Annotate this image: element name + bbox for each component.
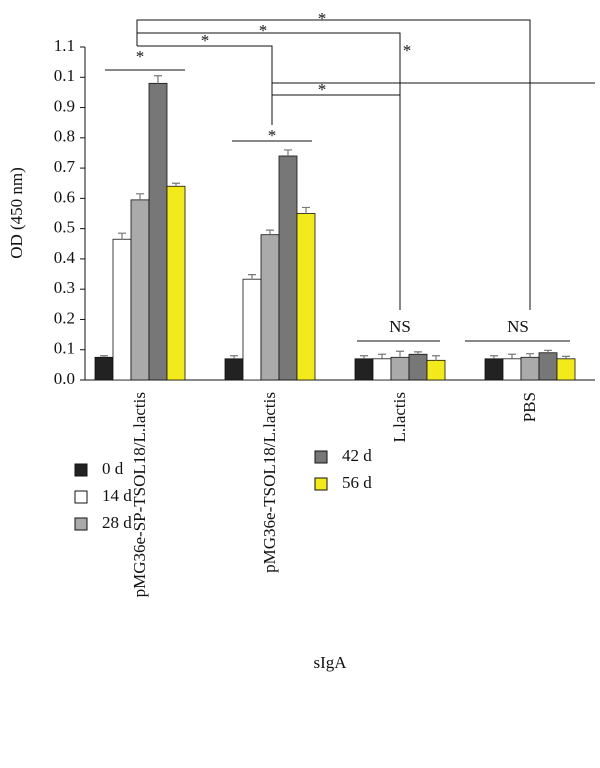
legend-swatch: [314, 450, 328, 464]
error-bar: [284, 149, 292, 156]
y-tick-label: 0.7: [54, 157, 76, 176]
legend-swatch: [74, 490, 88, 504]
bar: [94, 356, 114, 381]
annotation: *: [136, 47, 145, 66]
error-bar: [490, 355, 498, 359]
y-tick-label: 0.1: [54, 339, 75, 358]
y-tick-label: 0.4: [54, 248, 76, 267]
legend-label: 28 d: [102, 513, 132, 532]
error-bar: [100, 355, 108, 358]
annotation: *: [318, 80, 327, 99]
bar: [260, 234, 280, 381]
legend-swatch: [314, 477, 328, 491]
y-tick-label: 0.1: [54, 66, 75, 85]
error-bar: [118, 232, 126, 240]
error-bar: [302, 206, 310, 214]
y-tick-label: 1.1: [54, 36, 75, 55]
bar: [242, 278, 262, 381]
bar: [426, 359, 446, 381]
legend-swatch: [74, 517, 88, 531]
error-bar: [508, 353, 516, 359]
y-tick-label: 0.6: [54, 187, 75, 206]
error-bar: [396, 350, 404, 358]
bar: [372, 358, 392, 381]
legend-label: 56 d: [342, 473, 372, 492]
error-bar: [154, 75, 162, 84]
error-bar: [432, 355, 440, 361]
legend-swatch: [74, 463, 88, 477]
y-tick-label: 0.8: [54, 127, 75, 146]
x-tick-label: pMG36e-TSOL18/L.lactis: [260, 392, 279, 573]
annotation: *: [259, 21, 268, 40]
bar: [502, 358, 522, 381]
x-tick-label: PBS: [520, 392, 539, 422]
bar: [130, 199, 150, 381]
error-bar: [172, 182, 180, 187]
y-tick-label: 0.9: [54, 96, 75, 115]
x-tick-label: pMG36e-SP-TSOL18/L.lactis: [130, 392, 149, 597]
bar: [390, 356, 410, 381]
bar: [296, 213, 316, 381]
x-tick-label: L.lactis: [390, 392, 409, 443]
error-bar: [248, 274, 256, 280]
bar: [278, 155, 298, 381]
legend-label: 0 d: [102, 459, 124, 478]
error-bar: [136, 193, 144, 200]
bar: [484, 358, 504, 381]
error-bar: [526, 353, 534, 358]
bar: [224, 358, 244, 381]
bar: [520, 356, 540, 381]
bar: [354, 358, 374, 381]
y-tick-label: 0.2: [54, 308, 75, 327]
error-bar: [544, 349, 552, 353]
error-bar: [562, 355, 570, 359]
bar: [148, 82, 168, 381]
error-bar: [360, 355, 368, 359]
annotation: *: [403, 41, 412, 60]
annotation: *: [201, 31, 210, 50]
legend-label: 42 d: [342, 446, 372, 465]
annotation: *: [268, 126, 277, 145]
bar: [166, 185, 186, 381]
error-bar: [266, 229, 274, 235]
y-axis-label: OD (450 nm): [7, 167, 26, 259]
error-bar: [414, 351, 422, 355]
y-tick-label: 0.0: [54, 369, 75, 388]
bar: [538, 352, 558, 381]
bar: [112, 238, 132, 381]
annotation: NS: [389, 317, 411, 336]
bar: [556, 358, 576, 381]
annotation: *: [318, 9, 327, 28]
bar: [408, 353, 428, 381]
legend-label: 14 d: [102, 486, 132, 505]
y-tick-label: 0.5: [54, 218, 75, 237]
error-bar: [378, 353, 386, 359]
error-bar: [230, 355, 238, 359]
x-axis-label: sIgA: [313, 653, 347, 672]
y-tick-label: 0.3: [54, 278, 75, 297]
annotation: NS: [507, 317, 529, 336]
significance-brackets: [105, 19, 595, 342]
